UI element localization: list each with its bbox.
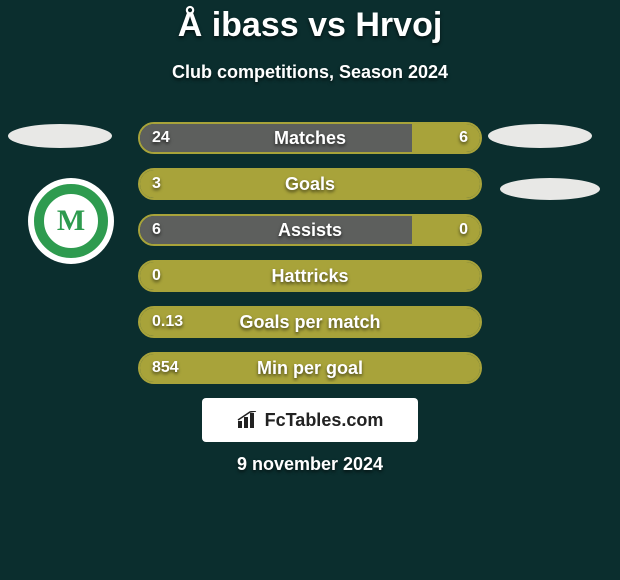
stat-row-label: Goals per match [140, 312, 480, 333]
stat-row-value-left: 24 [152, 124, 170, 152]
stat-row-value-right: 0 [459, 216, 468, 244]
stat-row: 24 6Matches [138, 122, 482, 154]
stat-row: 854Min per goal [138, 352, 482, 384]
stat-row: 3Goals [138, 168, 482, 200]
stat-row-value-left: 3 [152, 170, 161, 198]
stat-row-label: Matches [140, 128, 480, 149]
stat-row: 6 0Assists [138, 214, 482, 246]
stat-row-value-left: 854 [152, 354, 179, 382]
left-top-ellipse [8, 124, 112, 148]
page-date: 9 november 2024 [0, 454, 620, 475]
stat-row-label: Goals [140, 174, 480, 195]
stat-row-value-left: 0 [152, 262, 161, 290]
page-subtitle: Club competitions, Season 2024 [0, 62, 620, 83]
right-top-ellipse [488, 124, 592, 148]
brand-text: FcTables.com [265, 410, 384, 431]
stat-row-label: Hattricks [140, 266, 480, 287]
right-mid-ellipse [500, 178, 600, 200]
brand-icon [237, 411, 259, 429]
team-crest-letter: M [57, 204, 85, 238]
stat-row: 0Hattricks [138, 260, 482, 292]
stat-row: 0.13Goals per match [138, 306, 482, 338]
stat-row-label: Assists [140, 220, 480, 241]
stat-row-label: Min per goal [140, 358, 480, 379]
brand-badge: FcTables.com [202, 398, 418, 442]
team-crest: M [28, 178, 114, 264]
stat-row-value-right: 6 [459, 124, 468, 152]
stats-rows: 246Matches3Goals60Assists0Hattricks0.13G… [138, 122, 482, 398]
page-title: Å ibass vs Hrvoj [0, 6, 620, 45]
stat-row-value-left: 6 [152, 216, 161, 244]
stat-row-value-left: 0.13 [152, 308, 183, 336]
